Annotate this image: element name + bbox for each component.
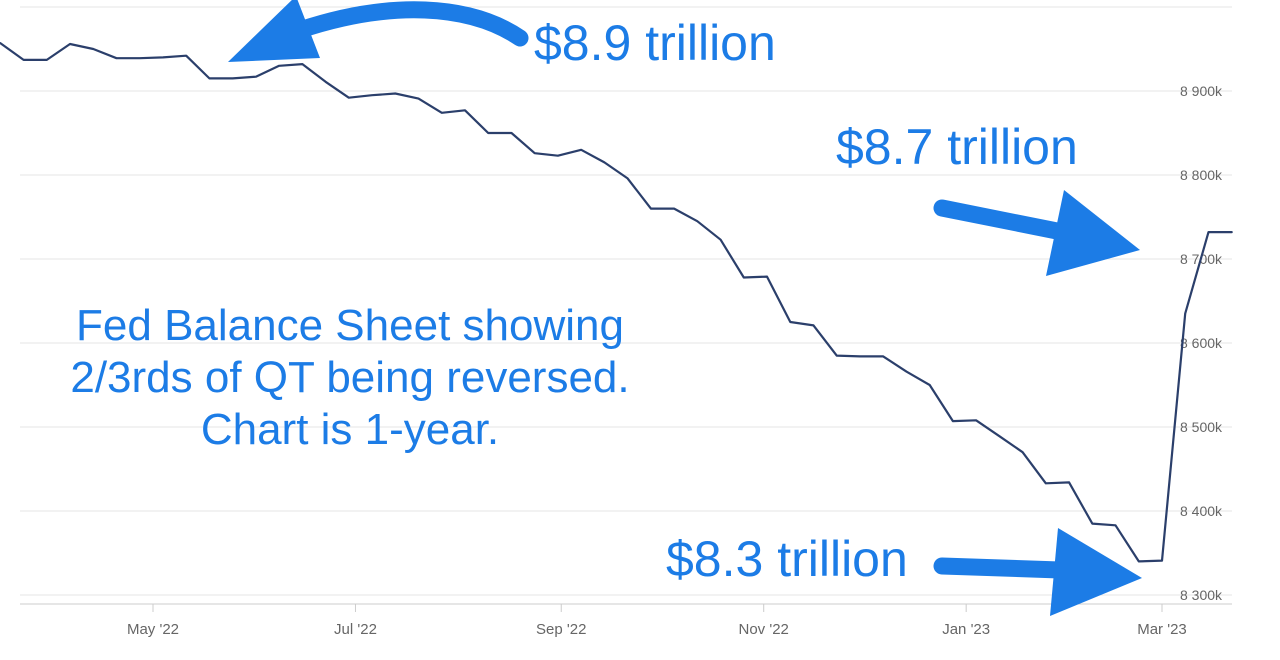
arrow-middle-shaft — [933, 199, 1071, 241]
x-tick-label: Jul '22 — [334, 621, 377, 638]
x-tick-label: Nov '22 — [739, 621, 789, 638]
x-axis-ticks — [152, 604, 1163, 612]
series-line — [0, 41, 1233, 563]
x-tick-label: May '22 — [127, 621, 179, 638]
arrow-top-shaft — [291, 1, 529, 47]
y-tick-label: 8 600k — [1180, 335, 1223, 351]
series-layer — [0, 41, 1233, 563]
y-tick-label: 8 300k — [1180, 587, 1223, 603]
grid-lines — [20, 6, 1232, 605]
arrow-top-head — [228, 0, 320, 62]
arrow-bottom-head — [1050, 528, 1142, 616]
annotation-arrows — [228, 0, 1142, 616]
arrow-bottom-shaft — [933, 557, 1069, 579]
annotation-middle: $8.7 trillion — [836, 119, 1078, 175]
y-tick-label: 8 800k — [1180, 167, 1223, 183]
annotation-top: $8.9 trillion — [534, 15, 776, 71]
x-axis-labels: May '22 Jul '22 Sep '22 Nov '22 Jan '23 Mar '… — [127, 621, 1187, 638]
x-tick-label: Mar '23 — [1137, 621, 1187, 638]
y-tick-label: 8 900k — [1180, 83, 1223, 99]
x-tick-label: Sep '22 — [536, 621, 586, 638]
annotation-description: Fed Balance Sheet showing 2/3rds of QT b… — [70, 301, 630, 454]
arrow-middle-head — [1046, 190, 1140, 276]
x-tick-label: Jan '23 — [942, 621, 990, 638]
annotation-bottom: $8.3 trillion — [666, 531, 908, 587]
y-tick-label: 8 500k — [1180, 419, 1223, 435]
y-tick-label: 8 400k — [1180, 503, 1223, 519]
